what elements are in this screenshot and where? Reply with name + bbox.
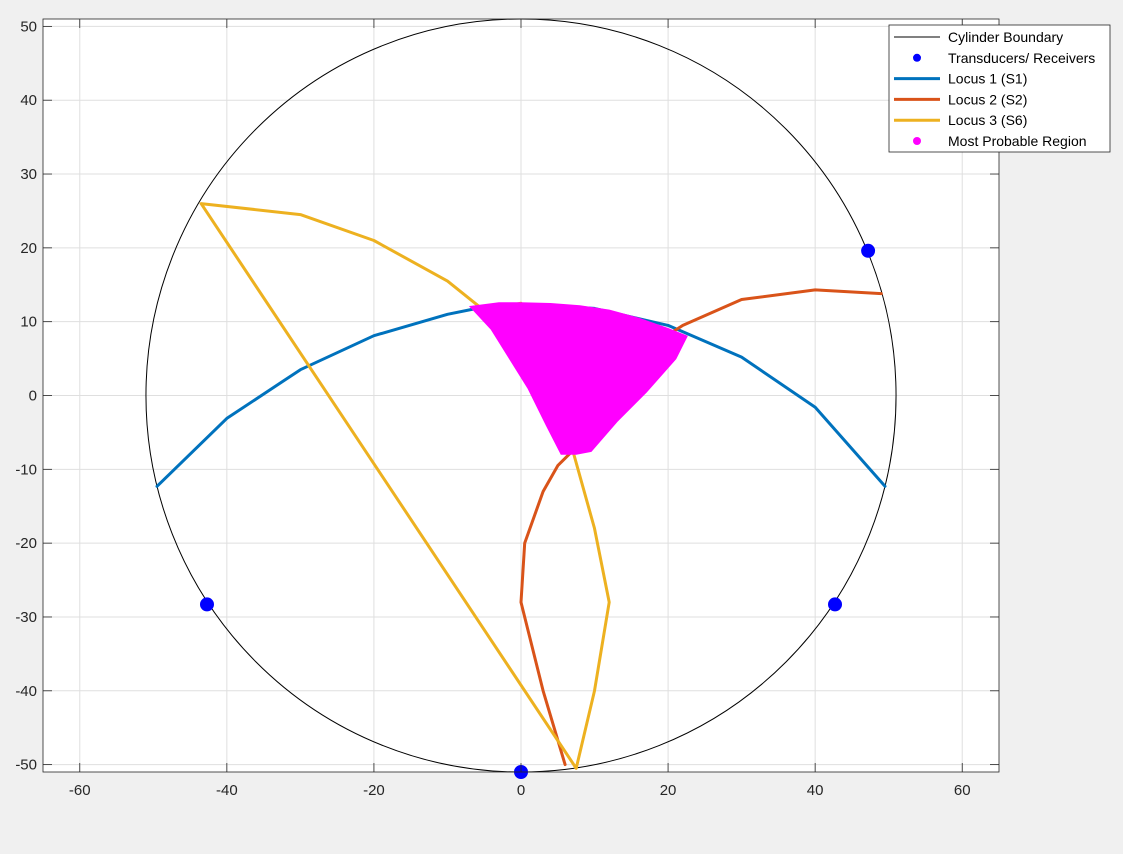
y-tick-label: -40 — [15, 683, 37, 700]
y-tick-label: -50 — [15, 757, 37, 774]
transducer-point — [199, 597, 214, 612]
legend-boundary-label: Cylinder Boundary — [948, 29, 1063, 45]
legend-transducers-label: Transducers/ Receivers — [948, 50, 1095, 66]
legend-region-label: Most Probable Region — [948, 133, 1087, 149]
legend-locus-3-label: Locus 3 (S6) — [948, 112, 1027, 128]
axis-ticks: -60 -40 -20 0 20 40 60 50 40 30 20 10 0 -10 -20 -30 -40 -… — [15, 18, 999, 799]
y-tick-label: -20 — [15, 535, 37, 552]
legend-box — [888, 24, 1111, 153]
most-probable-region — [468, 302, 688, 455]
x-tick-label: 40 — [807, 782, 824, 799]
y-tick-label: 30 — [20, 166, 37, 183]
x-tick-label: -40 — [216, 782, 238, 799]
y-tick-label: -10 — [15, 461, 37, 478]
legend-transducers-swatch — [913, 53, 921, 62]
x-tick-label: 20 — [660, 782, 677, 799]
x-tick-label: 60 — [954, 782, 971, 799]
transducer-point — [861, 243, 876, 258]
legend: Cylinder Boundary Transducers/ Receivers L… — [888, 24, 1111, 153]
legend-region-swatch — [913, 137, 921, 145]
legend-locus-1-label: Locus 1 (S1) — [948, 71, 1027, 87]
y-tick-label: -30 — [15, 609, 37, 626]
y-tick-label: 0 — [29, 388, 37, 405]
y-tick-label: 10 — [20, 314, 37, 331]
legend-locus-2-label: Locus 2 (S2) — [948, 91, 1027, 107]
plot-series — [145, 18, 897, 779]
y-tick-label: 20 — [20, 240, 37, 257]
x-tick-label: 0 — [517, 782, 525, 799]
transducer-point — [828, 597, 843, 612]
y-tick-label: 50 — [20, 18, 37, 35]
y-tick-label: 40 — [20, 92, 37, 109]
x-tick-label: -60 — [69, 782, 91, 799]
x-tick-label: -20 — [363, 782, 385, 799]
